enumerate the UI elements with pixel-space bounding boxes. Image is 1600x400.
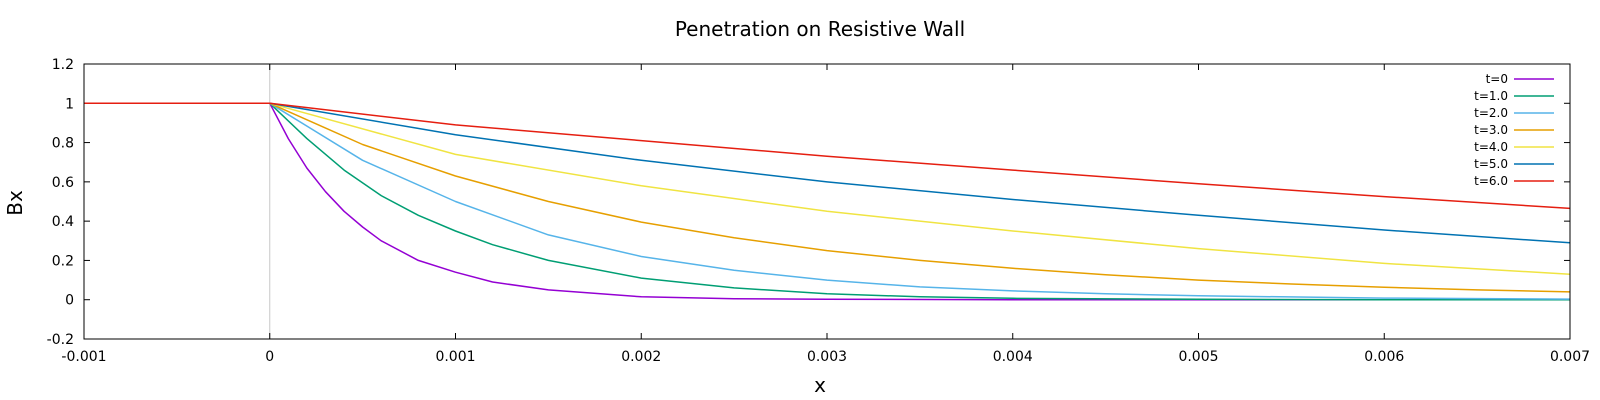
- x-tick-label: 0.003: [807, 349, 847, 365]
- series-line-t-5-0: [84, 102, 1571, 244]
- series-line-t-0: [84, 102, 1570, 301]
- y-tick-label: 0.8: [52, 136, 74, 152]
- y-tick-label: 0.4: [52, 214, 74, 230]
- legend-label: t=0: [1486, 72, 1508, 86]
- legend-label: t=4.0: [1474, 140, 1508, 154]
- y-tick-label: 0: [65, 293, 74, 309]
- legend-label: t=2.0: [1474, 106, 1508, 120]
- legend: t=0 t=1.0 t=2.0 t=3.0 t=4.0 t=5.0 t=6.0: [1474, 72, 1554, 188]
- x-tick-label: 0.007: [1550, 349, 1590, 365]
- series-line-t-4-0: [84, 102, 1571, 275]
- x-axis-label: x: [814, 373, 826, 397]
- legend-label: t=5.0: [1474, 157, 1508, 171]
- x-tick-label: 0.002: [621, 349, 661, 365]
- plot-area: -0.001 0 0.001 0.002 0.003 0.004 0.005 0.006 0.0…: [47, 57, 1590, 365]
- plot-border: [83, 63, 1571, 340]
- series-line-t-1-0: [84, 102, 1570, 301]
- y-tick-label: -0.2: [47, 332, 74, 348]
- x-tick-label: 0.004: [993, 349, 1033, 365]
- series-line-t-2-0: [84, 102, 1571, 300]
- series-line-t-3-0: [84, 102, 1571, 293]
- y-axis-label: Bx: [3, 190, 27, 216]
- y-tick-label: 1: [65, 96, 74, 112]
- legend-label: t=6.0: [1474, 174, 1508, 188]
- legend-label: t=3.0: [1474, 123, 1508, 137]
- x-tick-label: -0.001: [61, 349, 106, 365]
- chart-title: Penetration on Resistive Wall: [675, 17, 965, 41]
- x-tick-label: 0.001: [435, 349, 475, 365]
- x-tick-label: 0.006: [1364, 349, 1404, 365]
- series-line-t-6-0: [84, 102, 1571, 210]
- y-tick-label: 1.2: [52, 57, 74, 73]
- y-tick-label: 0.2: [52, 253, 74, 269]
- x-tick-label: 0.005: [1178, 349, 1218, 365]
- y-tick-label: 0.6: [52, 175, 74, 191]
- x-tick-label: 0: [265, 349, 274, 365]
- legend-label: t=1.0: [1474, 89, 1508, 103]
